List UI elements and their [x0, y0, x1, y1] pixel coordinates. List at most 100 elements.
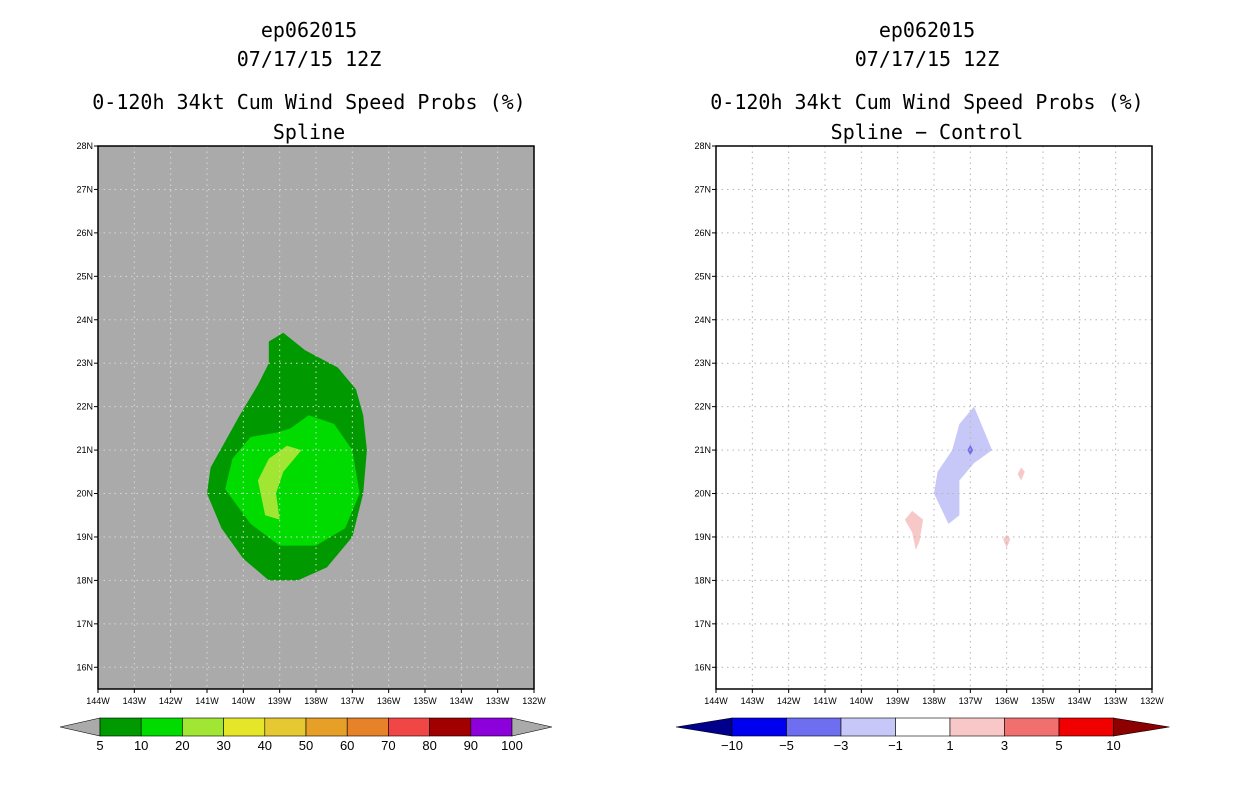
y-tick-label: 16N — [76, 662, 93, 672]
x-tick-label: 144W — [704, 696, 728, 706]
colorbar-label: 80 — [422, 738, 436, 753]
colorbar-swatch — [840, 717, 896, 737]
y-tick-label: 27N — [694, 184, 711, 194]
y-tick-label: 21N — [694, 445, 711, 455]
colorbar-label: 60 — [340, 738, 354, 753]
x-tick-label: 136W — [995, 696, 1019, 706]
colorbar-swatch — [895, 717, 951, 737]
x-tick-label: 137W — [959, 696, 983, 706]
right-y-ticks: 16N 17N 18N 19N 20N 21N 22N 23N 24N 25N 26N 27N 28N — [694, 141, 716, 672]
y-tick-label: 25N — [76, 271, 93, 281]
y-tick-label: 18N — [694, 575, 711, 585]
y-tick-label: 21N — [76, 445, 93, 455]
colorbar-label: −1 — [888, 738, 903, 753]
left-title: 0-120h 34kt Cum Wind Speed Probs (%) — [92, 90, 525, 114]
colorbar-swatch — [1004, 717, 1060, 737]
right-x-ticks: 144W 143W 142W 141W 140W 139W 138W 137W 136W 135W… — [704, 689, 1164, 706]
colorbar-low-arrow — [59, 717, 101, 737]
x-tick-label: 140W — [850, 696, 874, 706]
colorbar-label: 90 — [464, 738, 478, 753]
colorbar-low-arrow — [675, 717, 733, 737]
y-tick-label: 26N — [76, 228, 93, 238]
colorbar-label: −3 — [834, 738, 849, 753]
y-tick-label: 20N — [694, 489, 711, 499]
y-tick-label: 17N — [76, 619, 93, 629]
y-tick-label: 22N — [694, 402, 711, 412]
y-tick-label: 19N — [694, 532, 711, 542]
colorbar-label: 10 — [1106, 738, 1120, 753]
right-gridlines — [716, 146, 1152, 689]
colorbar-label: 100 — [501, 738, 523, 753]
x-tick-label: 141W — [195, 696, 219, 706]
x-tick-label: 139W — [886, 696, 910, 706]
colorbar-swatch — [786, 717, 842, 737]
colorbar-label: 30 — [216, 738, 230, 753]
colorbar-swatch — [731, 717, 787, 737]
right-storm-id: ep062015 — [879, 18, 975, 42]
x-tick-label: 138W — [304, 696, 328, 706]
right-plot-background — [716, 146, 1152, 689]
x-tick-label: 144W — [86, 696, 110, 706]
colorbar-swatch — [388, 717, 430, 737]
y-tick-label: 25N — [694, 271, 711, 281]
left-gridlines — [98, 146, 534, 689]
colorbar-swatch — [99, 717, 142, 737]
right-title: 0-120h 34kt Cum Wind Speed Probs (%) — [710, 90, 1143, 114]
x-tick-label: 139W — [268, 696, 292, 706]
left-panel-probabilities: ep062015 07/17/15 12Z 0-120h 34kt Cum Wi… — [59, 18, 553, 753]
x-tick-label: 142W — [777, 696, 801, 706]
y-tick-label: 22N — [76, 402, 93, 412]
x-tick-label: 143W — [741, 696, 765, 706]
colorbar-swatch — [470, 717, 513, 737]
right-colorbar: −10 −5 −3 −1 1 3 5 10 — [675, 717, 1170, 753]
y-tick-label: 18N — [76, 575, 93, 585]
right-datetime: 07/17/15 12Z — [855, 47, 1000, 71]
x-tick-label: 138W — [922, 696, 946, 706]
x-tick-label: 135W — [413, 696, 437, 706]
colorbar-swatch — [264, 717, 307, 737]
colorbar-label: 40 — [258, 738, 272, 753]
y-tick-label: 28N — [76, 141, 93, 151]
left-colorbar: 5 10 20 30 40 50 60 70 80 90 100 — [59, 717, 553, 753]
colorbar-label: 50 — [299, 738, 313, 753]
contour-region-0 — [934, 406, 993, 524]
x-tick-label: 142W — [159, 696, 183, 706]
right-subtitle: Spline − Control — [831, 120, 1024, 144]
colorbar-label: 20 — [175, 738, 189, 753]
x-tick-label: 134W — [1068, 696, 1092, 706]
left-datetime: 07/17/15 12Z — [237, 47, 382, 71]
y-tick-label: 19N — [76, 532, 93, 542]
y-tick-label: 26N — [694, 228, 711, 238]
colorbar-label: 70 — [381, 738, 395, 753]
colorbar-label: 3 — [1001, 738, 1008, 753]
left-y-ticks: 16N 17N 18N 19N 20N 21N 22N 23N 24N 25N 26N 27N 28N — [76, 141, 98, 672]
colorbar-high-arrow — [511, 717, 553, 737]
left-subtitle: Spline — [273, 120, 345, 144]
x-tick-label: 141W — [813, 696, 837, 706]
y-tick-label: 28N — [694, 141, 711, 151]
right-panel-difference: ep062015 07/17/15 12Z 0-120h 34kt Cum Wi… — [675, 18, 1170, 753]
y-tick-label: 16N — [694, 662, 711, 672]
contour-region-2 — [257, 445, 302, 520]
y-tick-label: 20N — [76, 489, 93, 499]
x-tick-label: 136W — [377, 696, 401, 706]
colorbar-label: 5 — [96, 738, 103, 753]
x-tick-label: 133W — [486, 696, 510, 706]
x-tick-label: 143W — [123, 696, 147, 706]
left-x-ticks: 144W 143W 142W 141W 140W 139W 138W 137W 136W 135W… — [86, 689, 546, 706]
y-tick-label: 27N — [76, 184, 93, 194]
colorbar-swatch — [429, 717, 472, 737]
colorbar-swatch — [182, 717, 224, 737]
colorbar-swatch — [140, 717, 183, 737]
colorbar-label: −10 — [721, 738, 743, 753]
contour-region-4 — [1003, 534, 1011, 548]
y-tick-label: 17N — [694, 619, 711, 629]
colorbar-swatch — [223, 717, 266, 737]
x-tick-label: 133W — [1104, 696, 1128, 706]
x-tick-label: 132W — [522, 696, 546, 706]
contour-region-3 — [1017, 467, 1025, 481]
colorbar-label: 5 — [1055, 738, 1062, 753]
colorbar-swatch — [1058, 717, 1114, 737]
contour-region-1 — [225, 415, 360, 546]
x-tick-label: 140W — [232, 696, 256, 706]
